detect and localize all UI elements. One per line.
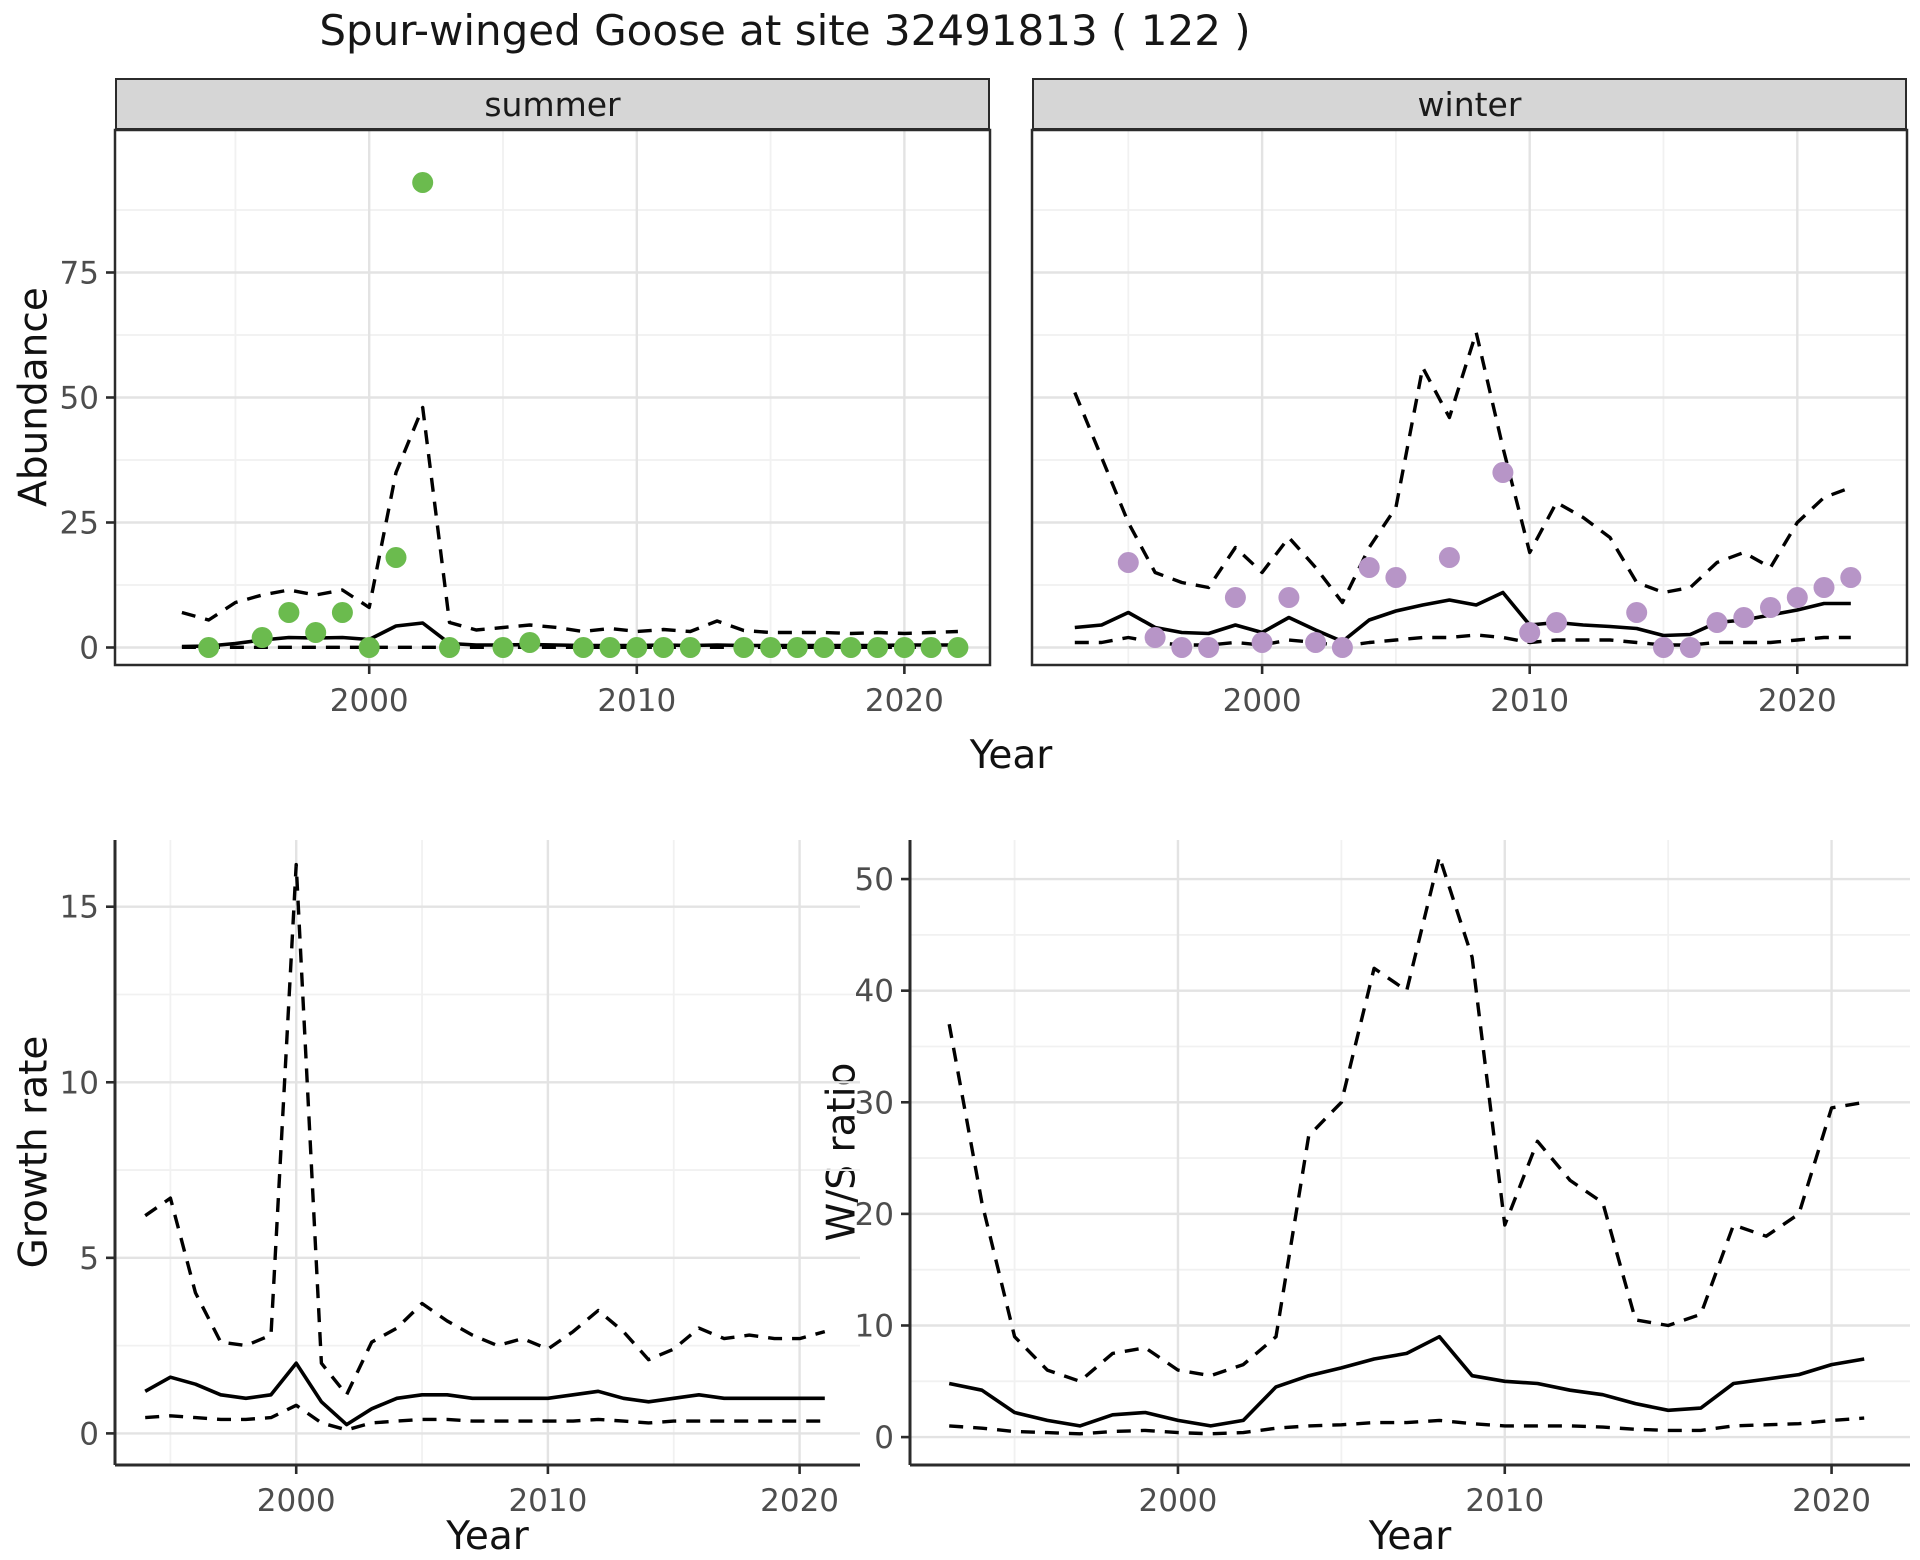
observation-point	[947, 637, 969, 658]
facet-strip-summer-label: summer	[484, 84, 621, 124]
x-tick-label: 2010	[1465, 1483, 1544, 1519]
x-axis-title-year-growth: Year	[446, 1514, 529, 1559]
facet-strip-winter-label: winter	[1417, 84, 1522, 124]
observation-point	[519, 632, 541, 653]
x-tick-label: 2010	[597, 683, 676, 719]
growth-rate-chart: 2000 2010 2020 0 5 10 15	[60, 840, 860, 1519]
observation-point	[1546, 612, 1567, 633]
observation-point	[439, 637, 460, 658]
y-tick-label: 75	[60, 256, 99, 292]
y-tick-label: 0	[79, 631, 99, 667]
observation-point	[599, 637, 621, 658]
observation-point	[1519, 622, 1541, 643]
observation-point	[278, 602, 300, 623]
y-tick-label: 10	[855, 1308, 894, 1344]
x-tick-label: 2000	[330, 683, 409, 719]
winter-abundance-chart: 2000 2010 2020	[1030, 128, 1909, 719]
x-tick-label: 2020	[760, 1483, 839, 1519]
y-tick-label: 0	[79, 1416, 99, 1452]
observation-point	[813, 637, 835, 658]
facet-strip-summer: summer	[115, 78, 990, 130]
observation-point	[1278, 587, 1300, 608]
observation-point	[1171, 637, 1193, 658]
observation-point	[1653, 637, 1674, 658]
observation-point	[1706, 612, 1728, 633]
observation-point	[893, 637, 915, 658]
upper_ci-line	[947, 855, 1865, 1383]
x-tick-label: 2010	[1490, 683, 1569, 719]
y-tick-label: 10	[60, 1065, 99, 1101]
x-axis-title-year-ws: Year	[1368, 1514, 1452, 1559]
observation-point	[331, 602, 353, 623]
x-tick-label: 2000	[1223, 683, 1302, 719]
observation-point	[653, 637, 674, 658]
observation-point	[1224, 587, 1246, 608]
observation-point	[1679, 637, 1701, 658]
observation-point	[412, 172, 434, 193]
observation-point	[786, 637, 808, 658]
fit-line	[948, 1334, 1865, 1428]
observation-point	[920, 637, 942, 658]
y-tick-label: 25	[60, 506, 99, 542]
observation-point	[1331, 637, 1353, 658]
x-axis-title-year-top: Year	[969, 733, 1053, 778]
observation-point	[1626, 602, 1648, 623]
observation-point	[1144, 627, 1166, 648]
observation-point	[1760, 597, 1781, 618]
observation-point	[626, 637, 648, 658]
observation-point	[1385, 567, 1407, 588]
x-tick-label: 2000	[257, 1483, 336, 1519]
observation-point	[1786, 587, 1808, 608]
summer-abundance-chart: 2000 2010 2020 0 25 50 75	[60, 128, 992, 719]
lower_ci-line	[145, 1403, 825, 1432]
upper_ci-line	[181, 405, 958, 636]
upper_ci-line	[144, 862, 826, 1397]
observation-point	[251, 627, 273, 648]
observation-point	[733, 637, 755, 658]
observation-point	[1305, 632, 1327, 653]
observation-point	[1198, 637, 1220, 658]
x-tick-label: 2020	[865, 683, 944, 719]
observation-point	[867, 637, 889, 658]
fit-line	[144, 1361, 825, 1427]
lower_ci-line	[949, 1416, 1865, 1436]
observation-point	[492, 637, 514, 658]
y-tick-label: 20	[855, 1197, 894, 1233]
upper_ci-line	[1073, 330, 1852, 605]
observation-point	[1358, 557, 1380, 578]
observation-point	[305, 622, 327, 643]
panel-border	[1030, 128, 1909, 667]
y-tick-label: 50	[855, 862, 894, 898]
y-tick-label: 0	[874, 1420, 894, 1456]
observation-point	[1438, 547, 1460, 568]
observation-point	[1733, 607, 1755, 628]
observation-point	[1492, 462, 1514, 483]
observation-point	[1251, 632, 1273, 653]
observation-point	[1813, 577, 1835, 598]
observation-point	[840, 637, 862, 658]
observation-point	[1117, 552, 1139, 573]
observation-point	[679, 637, 701, 658]
observation-point	[572, 637, 594, 658]
observation-point	[198, 637, 220, 658]
y-tick-label: 15	[60, 890, 99, 926]
x-tick-label: 2010	[508, 1483, 587, 1519]
chart-title: Spur-winged Goose at site 32491813 ( 122…	[319, 6, 1251, 55]
y-tick-label: 5	[79, 1241, 99, 1277]
y-tick-label: 50	[60, 381, 99, 417]
y-tick-label: 40	[855, 974, 894, 1010]
observation-point	[760, 637, 782, 658]
x-tick-label: 2020	[1792, 1483, 1871, 1519]
observation-point	[385, 547, 407, 568]
observation-point	[358, 637, 380, 658]
observation-point	[1840, 567, 1862, 588]
x-tick-label: 2000	[1139, 1483, 1218, 1519]
x-tick-label: 2020	[1758, 683, 1837, 719]
y-tick-label: 30	[855, 1085, 894, 1121]
ws-ratio-chart: 2000 2010 2020 0 10 20 30 40 50	[855, 840, 1910, 1519]
